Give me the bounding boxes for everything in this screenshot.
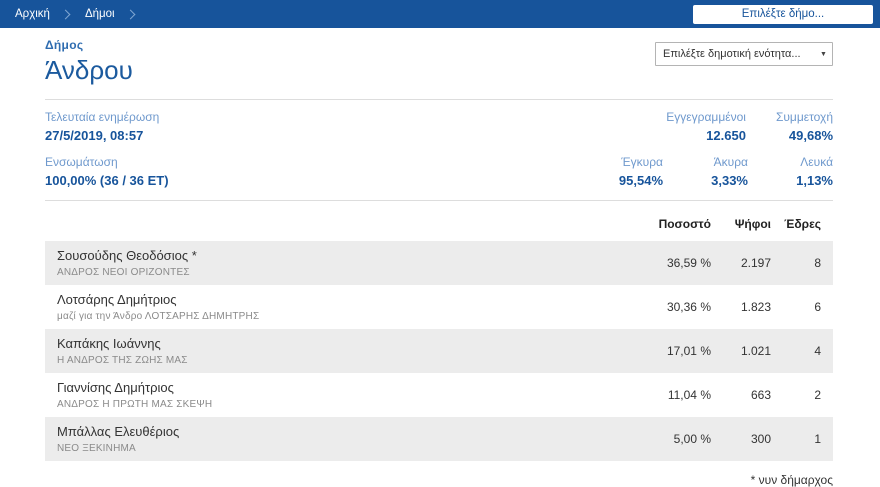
stat-last-update-value: 27/5/2019, 08:57: [45, 128, 144, 143]
main-content: Δήμος Άνδρου Επιλέξτε δημοτική ενότητα..…: [0, 28, 880, 487]
stat-blank: Λευκά 1,13%: [778, 155, 833, 188]
result-row[interactable]: Γιαννίσης Δημήτριος ΑΝΔΡΟΣ Η ΠΡΩΤΗ ΜΑΣ Σ…: [45, 373, 833, 417]
candidate-name: Λοτσάρης Δημήτριος: [57, 292, 177, 307]
party-name: Η ΑΝΔΡΟΣ ΤΗΣ ΖΩΗΣ ΜΑΣ: [57, 355, 188, 366]
stat-participation-value: 49,68%: [788, 128, 833, 143]
result-row[interactable]: Καπάκης Ιωάννης Η ΑΝΔΡΟΣ ΤΗΣ ΖΩΗΣ ΜΑΣ 17…: [45, 329, 833, 373]
percent-value: 11,04 %: [667, 388, 711, 402]
results-table: Ποσοστό Ψήφοι Έδρες Σουσούδης Θεοδόσιος …: [45, 201, 833, 461]
stat-blank-value: 1,13%: [796, 173, 833, 188]
party-name: ΑΝΔΡΟΣ ΝΕΟΙ ΟΡΙΖΟΝΤΕΣ: [57, 267, 190, 278]
candidate-name: Σουσούδης Θεοδόσιος *: [57, 248, 197, 263]
result-row[interactable]: Λοτσάρης Δημήτριος μαζί για την Άνδρο ΛΟ…: [45, 285, 833, 329]
candidate-name: Καπάκης Ιωάννης: [57, 336, 161, 351]
stats-row-2: Ενσωμάτωση 100,00% (36 / 36 ΕΤ) Έγκυρα 9…: [45, 155, 833, 188]
breadcrumb-home[interactable]: Αρχική: [15, 8, 50, 20]
party-name: ΝΕΟ ΞΕΚΙΝΗΜΑ: [57, 443, 136, 454]
votes-value: 1.021: [740, 344, 771, 358]
seats-value: 2: [814, 388, 821, 402]
result-row[interactable]: Μπάλλας Ελευθέριος ΝΕΟ ΞΕΚΙΝΗΜΑ 5,00 % 3…: [45, 417, 833, 461]
stat-registered-label: Εγγεγραμμένοι: [666, 110, 746, 124]
votes-value: 2.197: [740, 256, 771, 270]
stat-integration-value: 100,00% (36 / 36 ΕΤ): [45, 173, 169, 188]
stat-last-update-label: Τελευταία ενημέρωση: [45, 110, 160, 124]
votes-value: 663: [750, 388, 771, 402]
candidate-name: Μπάλλας Ελευθέριος: [57, 424, 180, 439]
page-title: Άνδρου: [45, 55, 133, 85]
stat-registered-value: 12.650: [706, 128, 746, 143]
stats-section: Τελευταία ενημέρωση 27/5/2019, 08:57 Εγγ…: [45, 100, 833, 201]
header-votes: Ψήφοι: [734, 217, 771, 231]
stat-invalid: Άκυρα 3,33%: [693, 155, 748, 188]
chevron-right-icon: [60, 9, 71, 19]
stat-participation-label: Συμμετοχή: [775, 110, 833, 124]
municipal-unit-select[interactable]: Επιλέξτε δημοτική ενότητα... ▼: [655, 42, 833, 66]
percent-value: 5,00 %: [673, 432, 711, 446]
seats-value: 1: [814, 432, 821, 446]
municipal-unit-select-value: Επιλέξτε δημοτική ενότητα...: [663, 48, 801, 60]
party-name: μαζί για την Άνδρο ΛΟΤΣΑΡΗΣ ΔΗΜΗΤΡΗΣ: [57, 311, 260, 322]
pick-municipality-button[interactable]: Επιλέξτε δήμο...: [693, 4, 873, 24]
results-table-header: Ποσοστό Ψήφοι Έδρες: [45, 207, 833, 241]
stat-invalid-label: Άκυρα: [713, 155, 748, 169]
party-name: ΑΝΔΡΟΣ Η ΠΡΩΤΗ ΜΑΣ ΣΚΕΨΗ: [57, 399, 213, 410]
seats-value: 6: [814, 300, 821, 314]
stat-registered: Εγγεγραμμένοι 12.650: [666, 110, 746, 143]
header-percent: Ποσοστό: [658, 217, 711, 231]
seats-value: 8: [814, 256, 821, 270]
stat-integration-label: Ενσωμάτωση: [45, 155, 118, 169]
result-row[interactable]: Σουσούδης Θεοδόσιος * ΑΝΔΡΟΣ ΝΕΟΙ ΟΡΙΖΟΝ…: [45, 241, 833, 285]
votes-value: 300: [750, 432, 771, 446]
percent-value: 30,36 %: [666, 300, 711, 314]
percent-value: 36,59 %: [666, 256, 711, 270]
breadcrumb-municipalities[interactable]: Δήμοι: [84, 8, 115, 20]
stats-right-group-2: Έγκυρα 95,54% Άκυρα 3,33% Λευκά 1,13%: [578, 155, 833, 188]
top-navigation-bar: Αρχική Δήμοι Επιλέξτε δήμο...: [0, 0, 880, 28]
chevron-down-icon: ▼: [820, 50, 827, 58]
stats-right-group-1: Εγγεγραμμένοι 12.650 Συμμετοχή 49,68%: [636, 110, 833, 143]
stat-integration: Ενσωμάτωση 100,00% (36 / 36 ΕΤ): [45, 155, 169, 188]
percent-value: 17,01 %: [666, 344, 711, 358]
candidate-name: Γιαννίσης Δημήτριος: [57, 380, 174, 395]
breadcrumb: Αρχική Δήμοι: [5, 0, 140, 28]
stat-participation: Συμμετοχή 49,68%: [776, 110, 833, 143]
stat-valid: Έγκυρα 95,54%: [608, 155, 663, 188]
stats-row-1: Τελευταία ενημέρωση 27/5/2019, 08:57 Εγγ…: [45, 110, 833, 143]
stat-invalid-value: 3,33%: [711, 173, 748, 188]
stat-blank-label: Λευκά: [800, 155, 833, 169]
votes-value: 1.823: [740, 300, 771, 314]
page-header: Δήμος Άνδρου Επιλέξτε δημοτική ενότητα..…: [45, 28, 833, 100]
stat-valid-label: Έγκυρα: [621, 155, 663, 169]
seats-value: 4: [814, 344, 821, 358]
header-seats: Έδρες: [784, 217, 821, 231]
incumbent-footnote: * νυν δήμαρχος: [45, 461, 833, 487]
stat-last-update: Τελευταία ενημέρωση 27/5/2019, 08:57: [45, 110, 159, 143]
entity-type-label: Δήμος: [45, 38, 84, 52]
chevron-right-icon: [125, 9, 136, 19]
stat-valid-value: 95,54%: [618, 173, 663, 188]
